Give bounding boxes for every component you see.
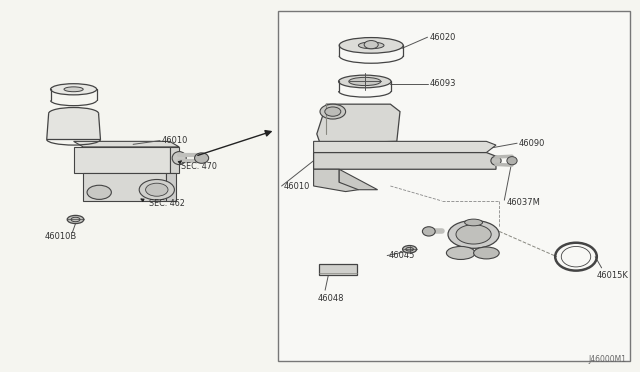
- Ellipse shape: [67, 215, 84, 224]
- Polygon shape: [317, 104, 400, 143]
- Polygon shape: [314, 153, 496, 169]
- Polygon shape: [314, 169, 358, 192]
- Polygon shape: [339, 169, 378, 190]
- Ellipse shape: [339, 38, 403, 53]
- Ellipse shape: [325, 107, 341, 116]
- Ellipse shape: [491, 156, 501, 165]
- Ellipse shape: [195, 153, 209, 163]
- Text: 46045: 46045: [389, 251, 415, 260]
- Ellipse shape: [358, 42, 384, 49]
- Ellipse shape: [349, 77, 381, 86]
- Ellipse shape: [448, 220, 499, 248]
- Text: 46020: 46020: [429, 33, 456, 42]
- Text: 46037M: 46037M: [506, 198, 540, 207]
- Polygon shape: [74, 141, 179, 147]
- Polygon shape: [166, 173, 176, 201]
- Ellipse shape: [339, 75, 391, 88]
- Text: 46048: 46048: [317, 294, 344, 303]
- Ellipse shape: [51, 84, 97, 95]
- Ellipse shape: [403, 246, 417, 253]
- Ellipse shape: [422, 227, 435, 236]
- Text: 46010: 46010: [284, 182, 310, 190]
- Text: SEC. 462: SEC. 462: [149, 199, 185, 208]
- Ellipse shape: [465, 219, 483, 226]
- Ellipse shape: [146, 183, 168, 196]
- Text: 46010: 46010: [162, 136, 188, 145]
- Ellipse shape: [140, 180, 174, 200]
- Bar: [319, 264, 357, 275]
- Text: 46093: 46093: [429, 79, 456, 88]
- Polygon shape: [170, 147, 179, 173]
- Polygon shape: [314, 141, 496, 153]
- Text: 46090: 46090: [519, 139, 545, 148]
- Text: SEC. 470: SEC. 470: [181, 162, 217, 171]
- Ellipse shape: [172, 152, 186, 165]
- Ellipse shape: [474, 247, 499, 259]
- Ellipse shape: [364, 41, 378, 49]
- Ellipse shape: [49, 108, 99, 119]
- Ellipse shape: [447, 247, 475, 260]
- Ellipse shape: [406, 247, 413, 251]
- Text: J46000M1: J46000M1: [588, 355, 626, 364]
- Text: 46010B: 46010B: [45, 232, 77, 241]
- Text: 46015K: 46015K: [597, 271, 629, 280]
- Ellipse shape: [456, 225, 492, 244]
- Ellipse shape: [64, 87, 83, 92]
- Polygon shape: [47, 113, 100, 140]
- Ellipse shape: [87, 185, 111, 199]
- Bar: [83, 173, 166, 201]
- Bar: [74, 147, 170, 173]
- Ellipse shape: [320, 104, 346, 119]
- Ellipse shape: [507, 157, 517, 165]
- Bar: [278, 11, 630, 361]
